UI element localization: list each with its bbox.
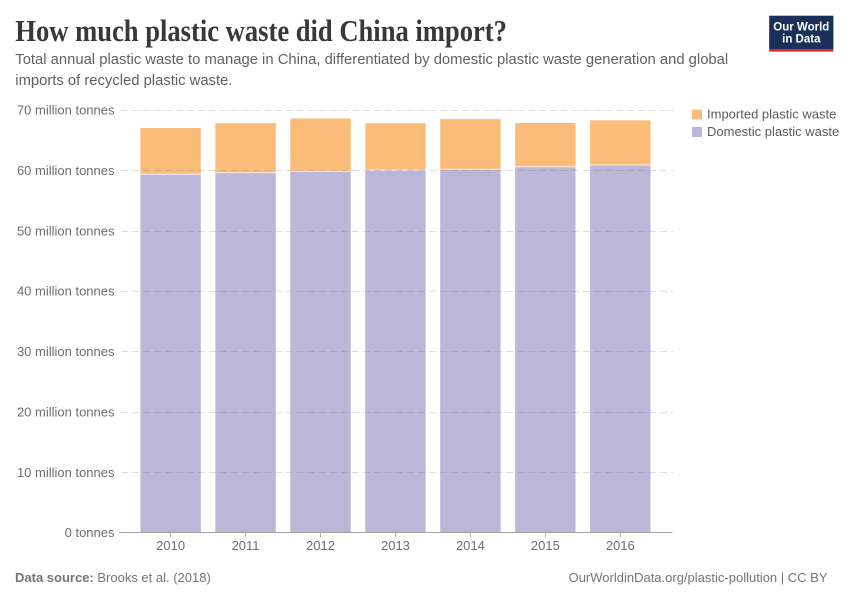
- svg-text:40 million tonnes: 40 million tonnes: [17, 284, 115, 299]
- svg-text:Our World: Our World: [773, 22, 829, 34]
- svg-text:2011: 2011: [232, 538, 260, 553]
- svg-text:2016: 2016: [606, 538, 635, 553]
- svg-text:2013: 2013: [381, 538, 410, 553]
- svg-text:10 million tonnes: 10 million tonnes: [17, 465, 115, 480]
- svg-text:60 million tonnes: 60 million tonnes: [17, 163, 115, 178]
- svg-text:in Data: in Data: [782, 34, 821, 46]
- svg-text:30 million tonnes: 30 million tonnes: [17, 344, 115, 359]
- svg-text:2015: 2015: [531, 538, 560, 553]
- svg-text:2010: 2010: [156, 538, 185, 553]
- svg-text:OurWorldinData.org/plastic-pol: OurWorldinData.org/plastic-pollution | C…: [569, 570, 828, 585]
- svg-text:2014: 2014: [456, 538, 485, 553]
- svg-text:Data source: Brooks et al. (20: Data source: Brooks et al. (2018): [15, 570, 211, 585]
- svg-text:Total annual plastic waste to: Total annual plastic waste to manage in …: [15, 52, 728, 68]
- svg-text:50 million tonnes: 50 million tonnes: [17, 223, 115, 238]
- svg-text:2012: 2012: [306, 538, 335, 553]
- svg-text:70 million tonnes: 70 million tonnes: [17, 103, 115, 118]
- svg-text:How much plastic waste did Chi: How much plastic waste did China import?: [15, 14, 507, 48]
- svg-text:Imported plastic waste: Imported plastic waste: [707, 107, 836, 122]
- svg-text:Domestic plastic waste: Domestic plastic waste: [707, 124, 839, 139]
- svg-text:imports of recycled plastic wa: imports of recycled plastic waste.: [15, 73, 232, 89]
- svg-text:20 million tonnes: 20 million tonnes: [17, 404, 115, 419]
- svg-text:0 tonnes: 0 tonnes: [65, 525, 115, 540]
